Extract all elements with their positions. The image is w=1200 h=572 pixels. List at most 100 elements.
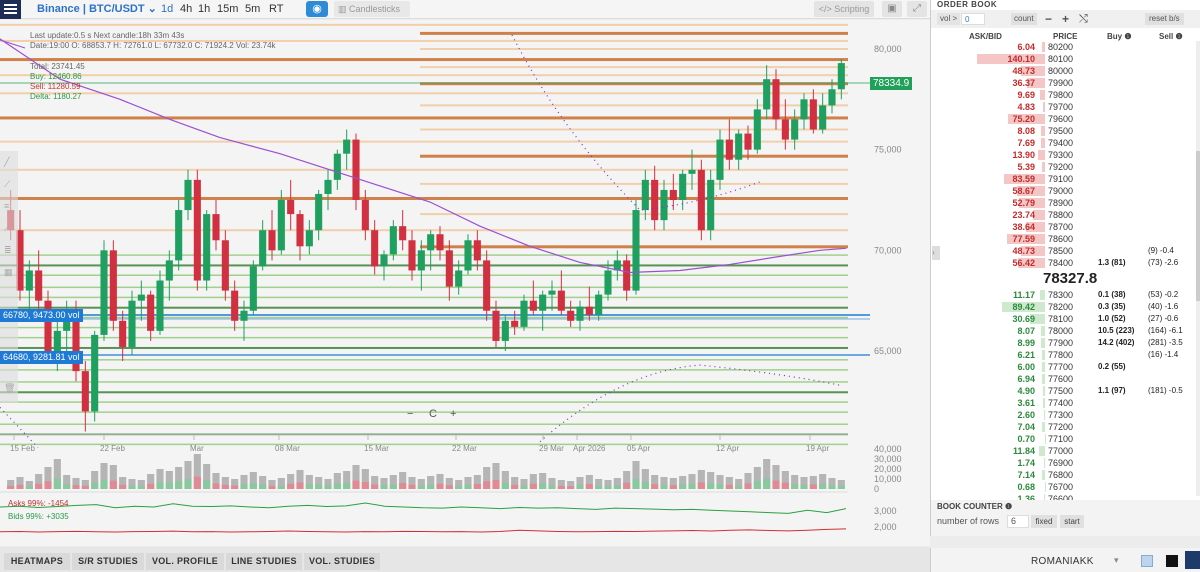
bid-row[interactable]: 3.61 77400 [931, 397, 1196, 409]
light-theme-icon[interactable] [1141, 555, 1153, 567]
bid-row[interactable]: 4.90 77500 1.1 (97) (181) -0.5 [931, 385, 1196, 397]
zoom-in-button[interactable]: + [450, 408, 457, 420]
trend-tool-icon[interactable]: ⟋ [4, 223, 11, 233]
bid-row[interactable]: 1.74 76900 [931, 457, 1196, 469]
ask-row[interactable]: 5.39 79200 [931, 161, 1196, 173]
bid-row[interactable]: 30.69 78100 1.0 (52) (27) -0.6 [931, 313, 1196, 325]
tf-15m[interactable]: 15m [217, 3, 239, 15]
bid-row[interactable]: 0.68 76700 [931, 481, 1196, 493]
zoom-reset-button[interactable]: C [429, 408, 437, 420]
ask-row[interactable]: 38.64 78700 [931, 221, 1196, 233]
pair-selector[interactable]: Binance | BTC/USDT ⌄ [37, 3, 157, 15]
scripting-button[interactable]: </> Scripting [814, 1, 874, 17]
chart-canvas[interactable]: 15 Feb 22 Feb Mar 08 Mar 15 Mar 22 Mar 29 Mar A… [0, 20, 930, 546]
reset-bs-button[interactable]: reset b/s [1145, 13, 1184, 25]
tab-vol-profile[interactable]: VOL. PROFILE [146, 553, 224, 570]
tab-vol-studies[interactable]: VOL. STUDIES [304, 553, 380, 570]
ask-row[interactable]: 48.73 78500 (9) -0.4 [931, 245, 1196, 257]
ask-row[interactable]: 6.04 80200 [931, 41, 1196, 53]
volume-bar [809, 476, 817, 489]
bid-row[interactable]: 6.21 77800 (16) -1.4 [931, 349, 1196, 361]
volume-bar-delta [744, 483, 752, 489]
tab-sr-studies[interactable]: S/R STUDIES [72, 553, 144, 570]
ask-row[interactable]: 77.59 78600 [931, 233, 1196, 245]
fixed-button[interactable]: fixed [1031, 515, 1057, 528]
ask-row[interactable]: 13.90 79300 [931, 149, 1196, 161]
menu-icon[interactable] [0, 0, 21, 19]
tab-line-studies[interactable]: LINE STUDIES [226, 553, 302, 570]
tf-5m[interactable]: 5m [245, 3, 261, 15]
ask-row[interactable]: 9.69 79800 [931, 89, 1196, 101]
ask-row[interactable]: 75.20 79600 [931, 113, 1196, 125]
price-cell: 77100 [1048, 434, 1074, 444]
start-button[interactable]: start [1060, 515, 1084, 528]
bid-row[interactable]: 11.17 78300 0.1 (38) (53) -0.2 [931, 289, 1196, 301]
minus-button[interactable]: − [1045, 12, 1053, 26]
ask-row[interactable]: 4.83 79700 [931, 101, 1196, 113]
settings-icon[interactable] [1185, 551, 1200, 569]
ask-row[interactable]: 48.73 80000 [931, 65, 1196, 77]
order-book-scrollbar[interactable] [1196, 41, 1200, 496]
bid-row[interactable]: 8.99 77900 14.2 (402) (281) -3.5 [931, 337, 1196, 349]
merge-icon[interactable]: ⤭ [1079, 13, 1088, 25]
book-counter: BOOK COUNTER ❶ number of rows 6 fixed st… [930, 500, 1200, 536]
fib-tool-icon[interactable]: ≣ [4, 245, 12, 255]
trash-icon[interactable]: 🗑 [4, 383, 16, 393]
candlesticks-button[interactable]: ▥ Candlesticks [334, 1, 410, 17]
hline-label-64680[interactable]: 64680, 9281.81 vol [0, 351, 83, 364]
ask-row[interactable]: 23.74 78800 [931, 209, 1196, 221]
tab-heatmaps[interactable]: HEATMAPS [4, 553, 70, 570]
volume-bar [109, 465, 117, 489]
bid-row[interactable]: 6.00 77700 0.2 (55) [931, 361, 1196, 373]
hline-label-66780[interactable]: 66780, 9473.00 vol [0, 309, 83, 322]
volume-bar [72, 478, 80, 489]
tf-4h[interactable]: 4h [180, 3, 193, 15]
line-tool-icon[interactable]: ╱ [4, 157, 10, 167]
buy-cell: 0.2 (55) [1098, 362, 1126, 371]
heatmap-band-ask [420, 48, 848, 50]
dark-theme-icon[interactable] [1166, 555, 1178, 567]
bid-row[interactable]: 0.70 77100 [931, 433, 1196, 445]
vol-filter-input[interactable]: 0 [961, 13, 985, 25]
ask-row[interactable]: 36.37 79900 [931, 77, 1196, 89]
eye-icon[interactable]: ◉ [306, 1, 328, 17]
tf-1h[interactable]: 1h [198, 3, 211, 15]
ask-row[interactable]: 58.67 79000 [931, 185, 1196, 197]
bid-row[interactable]: 11.84 77000 [931, 445, 1196, 457]
username[interactable]: ROMANIAKK [1031, 556, 1094, 567]
ask-row[interactable]: 52.79 78900 [931, 197, 1196, 209]
user-menu-chevron-icon[interactable]: ▾ [1114, 555, 1119, 565]
hline-tool-icon[interactable]: ≡ [4, 201, 10, 211]
count-button[interactable]: count [1011, 13, 1037, 25]
bid-row[interactable]: 2.60 77300 [931, 409, 1196, 421]
bid-row[interactable]: 7.04 77200 [931, 421, 1196, 433]
price-cell: 79100 [1048, 174, 1074, 184]
volume-bar-delta [361, 482, 369, 489]
channel-tool-icon[interactable]: ▦ [4, 267, 13, 277]
chart-area[interactable]: 15 Feb 22 Feb Mar 08 Mar 15 Mar 22 Mar 29 Mar A… [0, 20, 930, 546]
rows-input[interactable]: 6 [1007, 515, 1029, 528]
camera-icon[interactable]: ▣ [882, 1, 902, 17]
ask-row[interactable]: 56.42 78400 1.3 (81) (73) -2.6 [931, 257, 1196, 269]
ask-row[interactable]: 140.10 80100 [931, 53, 1196, 65]
ask-row[interactable]: 7.69 79400 [931, 137, 1196, 149]
bid-row[interactable]: 1.36 76600 [931, 493, 1196, 505]
heatmap-band-ask [0, 23, 848, 26]
heatmap-band-bid [0, 443, 848, 446]
ask-row[interactable]: 8.08 79500 [931, 125, 1196, 137]
candle-body [520, 300, 528, 327]
expand-icon[interactable]: ⤢ [907, 1, 927, 17]
candle-body [623, 260, 631, 291]
ray-tool-icon[interactable]: ⟋ [4, 179, 11, 189]
collapse-arrow-icon[interactable]: › [932, 246, 940, 260]
ask-row[interactable]: 83.59 79100 [931, 173, 1196, 185]
bid-row[interactable]: 7.14 76800 [931, 469, 1196, 481]
volume-bar [735, 479, 743, 489]
plus-button[interactable]: + [1062, 12, 1070, 26]
bid-row[interactable]: 8.07 78000 10.5 (223) (164) -6.1 [931, 325, 1196, 337]
zoom-out-button[interactable]: − [407, 408, 414, 420]
tf-1d[interactable]: 1d [161, 3, 174, 15]
bid-row[interactable]: 89.42 78200 0.3 (35) (40) -1.6 [931, 301, 1196, 313]
tf-rt[interactable]: RT [269, 3, 284, 15]
bid-row[interactable]: 6.94 77600 [931, 373, 1196, 385]
